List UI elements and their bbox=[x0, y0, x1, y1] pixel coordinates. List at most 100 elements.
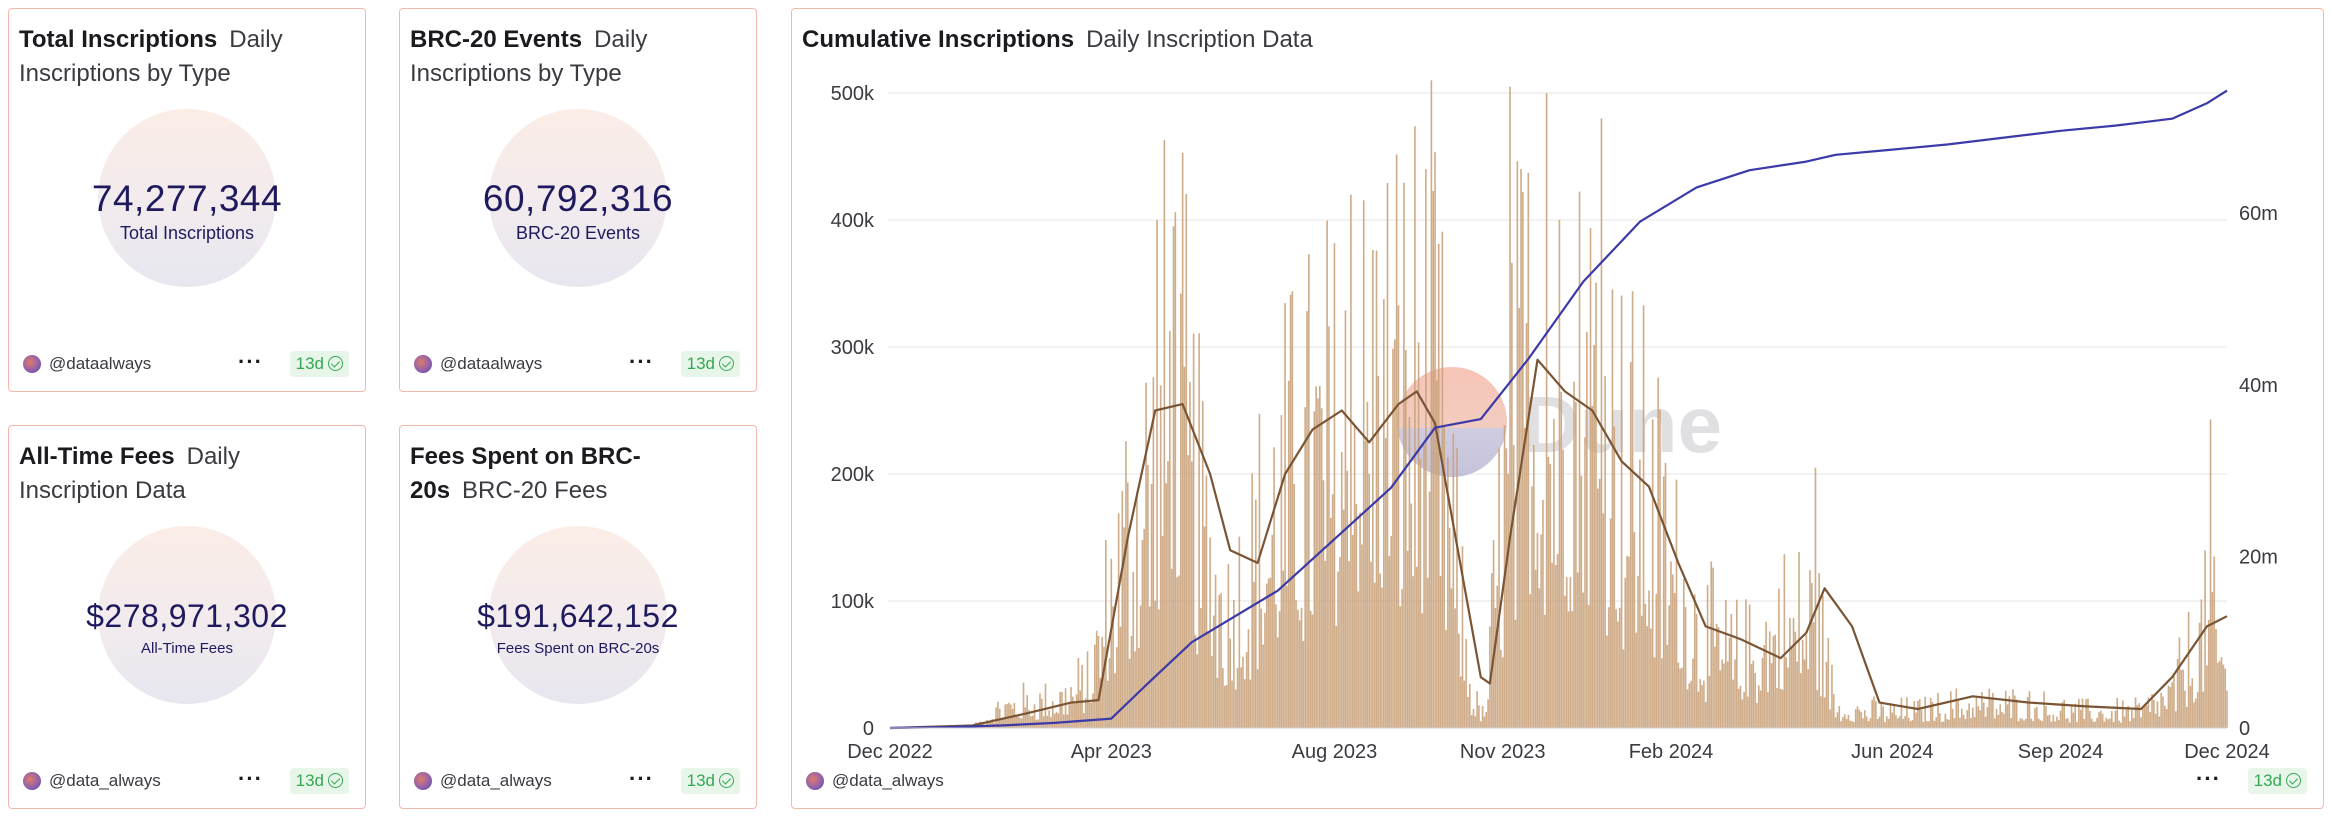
bar bbox=[2125, 709, 2128, 728]
bar bbox=[1115, 647, 1118, 728]
bar bbox=[1666, 644, 1669, 728]
bar bbox=[1993, 718, 1996, 728]
freshness-badge[interactable]: 13d bbox=[2247, 768, 2307, 794]
author-link[interactable]: @data_always bbox=[49, 771, 161, 790]
more-options-icon[interactable]: ··· bbox=[2196, 766, 2221, 791]
bar bbox=[1487, 699, 1489, 728]
bar bbox=[1000, 718, 1003, 728]
bar bbox=[1626, 555, 1628, 728]
card-title[interactable]: All-Time Fees bbox=[19, 443, 175, 470]
bar bbox=[1225, 685, 1228, 728]
x-tick-label: Sep 2024 bbox=[2018, 741, 2104, 763]
bar bbox=[2003, 713, 2005, 728]
bar bbox=[1242, 656, 1244, 728]
avatar[interactable] bbox=[414, 772, 432, 790]
more-options-icon[interactable]: ··· bbox=[238, 766, 263, 791]
bar bbox=[1825, 661, 1828, 728]
bar bbox=[1106, 680, 1109, 728]
bar bbox=[1668, 605, 1670, 728]
author-link[interactable]: @dataalways bbox=[440, 354, 543, 373]
bar bbox=[1547, 456, 1550, 728]
bar bbox=[1876, 718, 1879, 728]
bar bbox=[1073, 703, 1076, 728]
card-title[interactable]: Cumulative Inscriptions bbox=[802, 26, 1075, 53]
author-link[interactable]: @data_always bbox=[440, 771, 552, 790]
bar bbox=[1404, 350, 1407, 728]
card-title[interactable]: BRC-20 Events bbox=[410, 26, 583, 53]
bar bbox=[2136, 704, 2139, 728]
bar bbox=[2065, 718, 2067, 728]
bar bbox=[1256, 669, 1259, 728]
bar bbox=[1549, 463, 1552, 728]
more-options-icon[interactable]: ··· bbox=[238, 349, 263, 374]
author-link[interactable]: @dataalways bbox=[49, 354, 152, 373]
y-left-tick-label: 100k bbox=[831, 591, 875, 613]
x-tick-label: Dec 2024 bbox=[2184, 741, 2270, 763]
freshness-badge[interactable]: 13d bbox=[289, 351, 349, 377]
bar bbox=[1554, 565, 1557, 728]
more-options-icon[interactable]: ··· bbox=[629, 766, 654, 791]
bar bbox=[2151, 694, 2153, 728]
bar bbox=[1679, 668, 1681, 728]
bar bbox=[1136, 492, 1138, 728]
freshness-badge[interactable]: 13d bbox=[680, 768, 740, 794]
check-circle-icon bbox=[328, 773, 343, 788]
bar bbox=[2004, 690, 2007, 728]
bar bbox=[1651, 419, 1654, 728]
bar bbox=[1351, 534, 1354, 728]
bar bbox=[1805, 634, 1808, 728]
bar bbox=[1542, 499, 1544, 728]
more-options-icon[interactable]: ··· bbox=[629, 349, 654, 374]
author-link[interactable]: @data_always bbox=[832, 771, 944, 790]
bar bbox=[1167, 461, 1169, 728]
check-circle-icon bbox=[719, 773, 734, 788]
axes: 0 100k 200k 300k 400k 500k 0 20m 40m 60m Dec 2022 A… bbox=[831, 83, 2278, 763]
bar bbox=[1768, 631, 1771, 728]
bar bbox=[1434, 152, 1436, 728]
bar bbox=[1139, 605, 1142, 728]
bar bbox=[1906, 697, 1908, 728]
bar bbox=[2068, 722, 2071, 728]
bar bbox=[1948, 719, 1950, 728]
avatar[interactable] bbox=[414, 355, 432, 373]
bar bbox=[1361, 544, 1363, 728]
bar bbox=[1198, 333, 1200, 728]
bar bbox=[1964, 719, 1967, 728]
bar bbox=[2118, 720, 2120, 728]
avatar[interactable] bbox=[23, 772, 41, 790]
bar bbox=[1061, 692, 1063, 728]
card-subtitle: BRC-20 Fees bbox=[462, 477, 608, 504]
bar bbox=[1988, 688, 1991, 728]
bar bbox=[2114, 710, 2117, 728]
bar bbox=[1593, 344, 1595, 728]
freshness-badge[interactable]: 13d bbox=[680, 351, 740, 377]
bar bbox=[1990, 699, 1992, 728]
bar bbox=[1372, 250, 1374, 729]
bar bbox=[1086, 651, 1089, 728]
bar bbox=[2182, 669, 2184, 728]
bar bbox=[2039, 720, 2042, 728]
freshness-badge[interactable]: 13d bbox=[289, 768, 349, 794]
bar bbox=[1525, 322, 1528, 728]
card-title[interactable]: Total Inscriptions bbox=[19, 26, 218, 53]
bar bbox=[2076, 721, 2078, 728]
bar bbox=[2127, 705, 2130, 728]
bar bbox=[1137, 647, 1140, 728]
bar bbox=[1856, 706, 1859, 728]
avatar[interactable] bbox=[806, 772, 824, 790]
bar bbox=[2059, 710, 2062, 728]
bar bbox=[1922, 721, 1925, 728]
bar bbox=[2079, 709, 2082, 728]
bar bbox=[1971, 707, 1974, 728]
bar bbox=[1951, 708, 1954, 728]
bar bbox=[1337, 571, 1339, 728]
bar bbox=[2191, 678, 2194, 728]
bar bbox=[2116, 697, 2119, 728]
daily-bars bbox=[891, 80, 2228, 729]
card-title[interactable]: Fees Spent on BRC-20s bbox=[410, 443, 641, 504]
bar bbox=[1454, 608, 1456, 728]
bar bbox=[1516, 161, 1519, 728]
bar bbox=[1997, 714, 2000, 728]
avatar[interactable] bbox=[23, 355, 41, 373]
bar bbox=[1717, 627, 1720, 728]
